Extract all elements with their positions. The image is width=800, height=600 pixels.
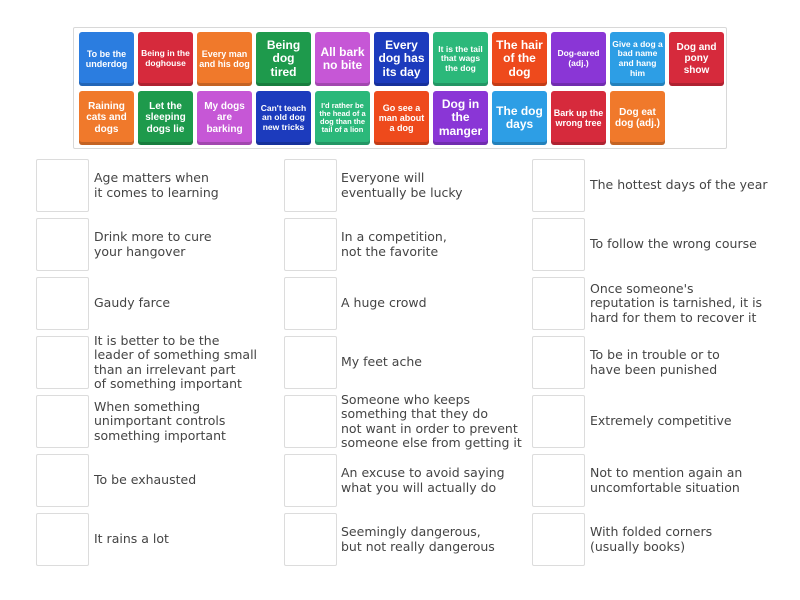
- definition-text: Extremely competitive: [590, 395, 732, 448]
- definition-label: Not to mention again an uncomfortable sit…: [590, 465, 743, 495]
- definition-text: When something unimportant controls someth…: [94, 395, 226, 448]
- definition-text: Everyone will eventually be lucky: [341, 159, 463, 212]
- answer-tile[interactable]: The dog days: [492, 91, 547, 145]
- drop-slot[interactable]: [284, 159, 337, 212]
- definition-label: Once someone's reputation is tarnished, i…: [590, 280, 763, 325]
- drop-slot[interactable]: [36, 336, 89, 389]
- answer-tile[interactable]: Let the sleeping dogs lie: [138, 91, 193, 145]
- answer-tile[interactable]: Raining cats and dogs: [79, 91, 134, 145]
- answer-tile[interactable]: Being in the doghouse: [138, 32, 193, 86]
- answer-tile[interactable]: Being dog tired: [256, 32, 311, 86]
- answer-tile[interactable]: Every dog has its day: [374, 32, 429, 86]
- answer-tile[interactable]: Go see a man about a dog: [374, 91, 429, 145]
- drop-slot[interactable]: [36, 454, 89, 507]
- drop-slot[interactable]: [284, 395, 337, 448]
- definition-label: Extremely competitive: [590, 413, 732, 429]
- definition-label: With folded corners (usually books): [590, 524, 713, 554]
- answer-tile[interactable]: It is the tail that wags the dog: [433, 32, 488, 86]
- answer-tile[interactable]: All bark no bite: [315, 32, 370, 86]
- answer-tile[interactable]: Every man and his dog: [197, 32, 252, 86]
- drop-slot[interactable]: [284, 218, 337, 271]
- definition-label: Gaudy farce: [94, 295, 171, 311]
- definition-text: Gaudy farce: [94, 277, 170, 330]
- answer-tile[interactable]: Give a dog a bad name and hang him: [610, 32, 665, 86]
- drop-slot[interactable]: [532, 513, 585, 566]
- definition-label: Everyone will eventually be lucky: [341, 170, 463, 200]
- definition-label: A huge crowd: [341, 295, 427, 311]
- drop-slot[interactable]: [36, 395, 89, 448]
- definition-label: The hottest days of the year: [590, 177, 768, 193]
- drop-slot[interactable]: [284, 454, 337, 507]
- drop-slot[interactable]: [36, 218, 89, 271]
- answer-tile[interactable]: The hair of the dog: [492, 32, 547, 86]
- answer-tile[interactable]: Dog and pony show: [669, 32, 724, 86]
- answer-tile-bank: To be the underdog Being in the doghouse E…: [73, 27, 727, 149]
- drop-slot[interactable]: [532, 454, 585, 507]
- definition-text: With folded corners (usually books): [590, 513, 712, 566]
- definition-label: It rains a lot: [94, 531, 169, 547]
- definition-text: To be in trouble or to have been punished: [590, 336, 720, 389]
- definition-text: Someone who keeps something that they do n…: [341, 391, 522, 450]
- definition-label: Age matters when it comes to learning: [94, 170, 219, 200]
- definition-text: My feet ache: [341, 336, 422, 389]
- answer-tile[interactable]: My dogs are barking: [197, 91, 252, 145]
- definition-label: An excuse to avoid saying what you will a…: [341, 465, 505, 495]
- definition-text: It rains a lot: [94, 513, 169, 566]
- definition-label: Someone who keeps something that they do n…: [341, 391, 522, 450]
- definition-label: When something unimportant controls someth…: [94, 398, 226, 443]
- drop-slot[interactable]: [532, 218, 585, 271]
- drop-slot[interactable]: [36, 513, 89, 566]
- drop-slot[interactable]: [284, 277, 337, 330]
- definition-text: A huge crowd: [341, 277, 427, 330]
- drop-slot[interactable]: [532, 336, 585, 389]
- answer-tile[interactable]: Dog-eared (adj.): [551, 32, 606, 86]
- definition-text: To be exhausted: [94, 454, 196, 507]
- drop-slot[interactable]: [532, 159, 585, 212]
- answer-tile[interactable]: I'd rather be the head of a dog than the…: [315, 91, 370, 145]
- definition-text: Drink more to cure your hangover: [94, 218, 212, 271]
- definition-text: Age matters when it comes to learning: [94, 159, 219, 212]
- definition-label: My feet ache: [341, 354, 422, 370]
- drop-slot[interactable]: [284, 336, 337, 389]
- drop-slot[interactable]: [532, 395, 585, 448]
- answer-tile[interactable]: Can't teach an old dog new tricks: [256, 91, 311, 145]
- drop-slot[interactable]: [284, 513, 337, 566]
- definition-text: The hottest days of the year: [590, 159, 768, 212]
- definition-text: Not to mention again an uncomfortable sit…: [590, 454, 742, 507]
- definition-label: Drink more to cure your hangover: [94, 229, 212, 259]
- definition-text: An excuse to avoid saying what you will a…: [341, 454, 505, 507]
- definition-label: In a competition, not the favorite: [341, 229, 447, 259]
- answer-tile[interactable]: To be the underdog: [79, 32, 134, 86]
- definition-label: To follow the wrong course: [590, 236, 757, 252]
- definition-label: It is better to be the leader of somethin…: [94, 332, 258, 391]
- definition-text: Once someone's reputation is tarnished, i…: [590, 277, 762, 330]
- drop-slot[interactable]: [532, 277, 585, 330]
- drop-slot[interactable]: [36, 277, 89, 330]
- definition-text: To follow the wrong course: [590, 218, 757, 271]
- definition-label: To be exhausted: [94, 472, 197, 488]
- answer-tile[interactable]: Dog in the manger: [433, 91, 488, 145]
- answer-tile[interactable]: Bark up the wrong tree: [551, 91, 606, 145]
- drop-slot[interactable]: [36, 159, 89, 212]
- definition-label: Seemingly dangerous, but not really dange…: [341, 524, 495, 554]
- answer-tile[interactable]: Dog eat dog (adj.): [610, 91, 665, 145]
- definition-label: To be in trouble or to have been punished: [590, 347, 720, 377]
- definition-text: In a competition, not the favorite: [341, 218, 447, 271]
- definition-text: Seemingly dangerous, but not really dange…: [341, 513, 495, 566]
- definition-text: It is better to be the leader of somethin…: [94, 332, 258, 391]
